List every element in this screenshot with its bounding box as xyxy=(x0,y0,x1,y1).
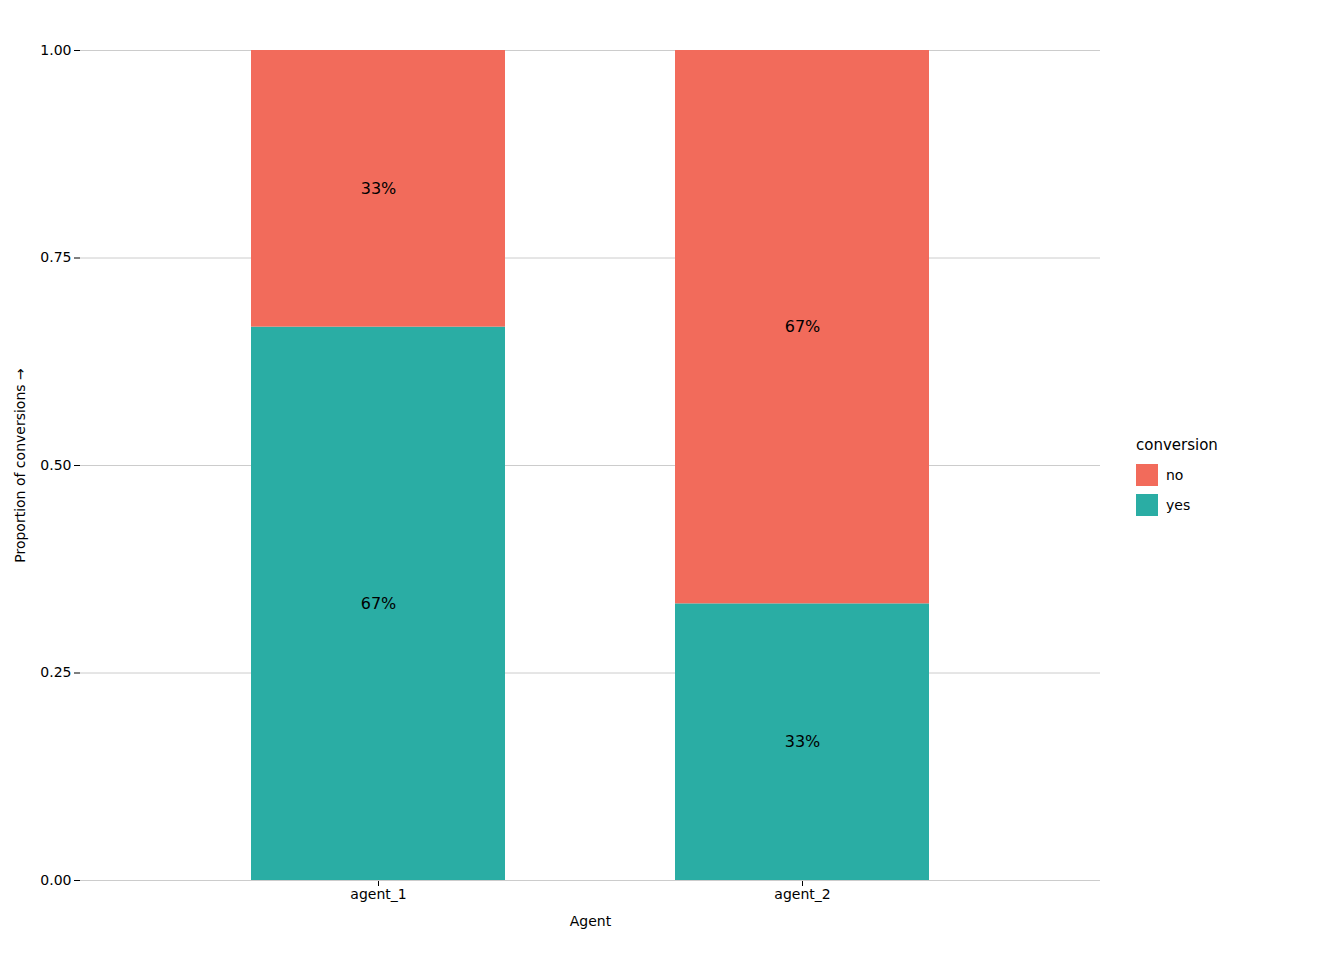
svg-text:33%: 33% xyxy=(785,732,821,751)
html-text:yes: yes xyxy=(1166,497,1191,513)
html-text:no: no xyxy=(1166,467,1184,483)
svg-text:33%: 33% xyxy=(361,179,397,198)
svg-text:67%: 67% xyxy=(361,594,397,613)
svg-text:0.75: 0.75 xyxy=(40,249,71,265)
svg-text:agent_1: agent_1 xyxy=(350,886,406,902)
svg-text:1.00: 1.00 xyxy=(40,42,71,58)
svg-text:Agent: Agent xyxy=(570,913,612,929)
svg-text:agent_2: agent_2 xyxy=(774,886,830,902)
html-text:conversion: conversion xyxy=(1136,436,1218,454)
svg-text:Proportion of conversions →: Proportion of conversions → xyxy=(12,368,28,563)
svg-text:0.50: 0.50 xyxy=(40,457,71,473)
svg-text:0.25: 0.25 xyxy=(40,664,71,680)
svg-text:0.00: 0.00 xyxy=(40,872,71,888)
svg-text:67%: 67% xyxy=(785,317,821,336)
